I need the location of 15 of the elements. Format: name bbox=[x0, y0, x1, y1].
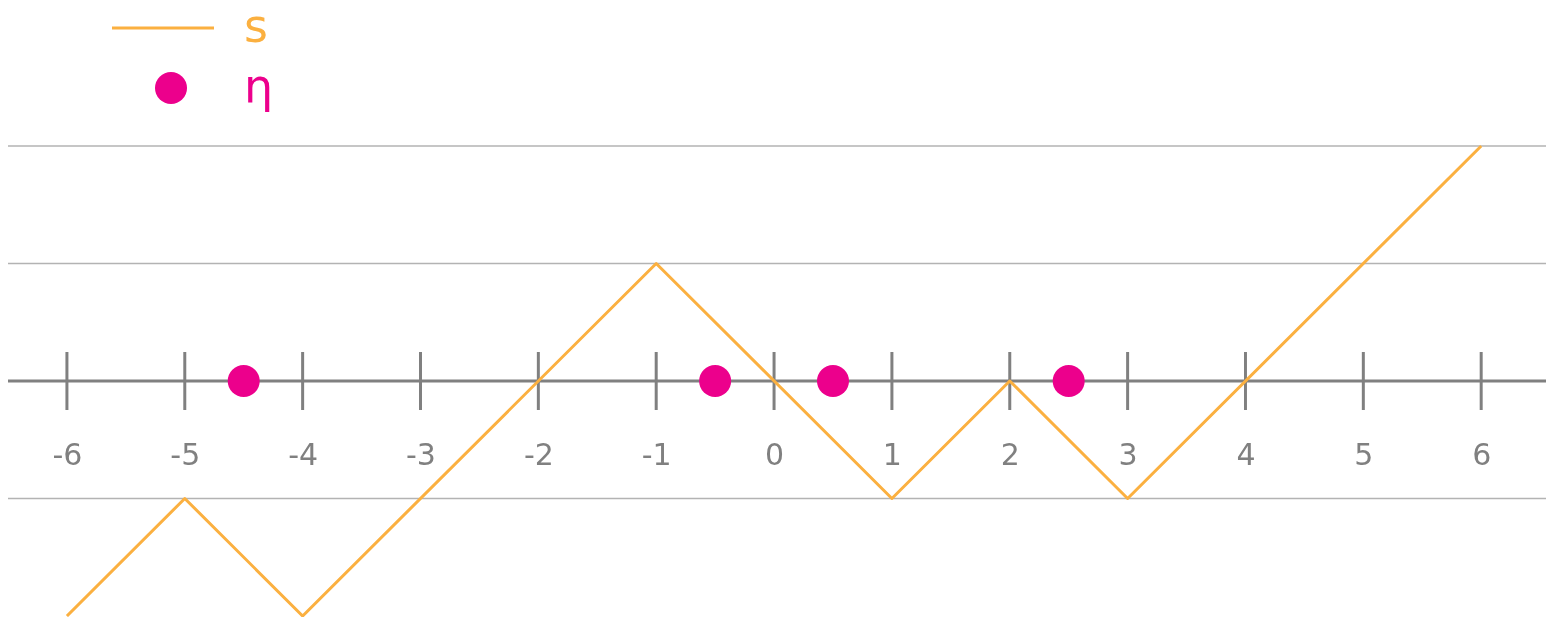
x-tick-label: 5 bbox=[1354, 437, 1374, 473]
x-tick-label: 4 bbox=[1236, 437, 1256, 473]
x-tick-label: -3 bbox=[406, 437, 436, 473]
legend-label: s bbox=[244, 0, 268, 53]
x-tick-label: 3 bbox=[1118, 437, 1138, 473]
x-tick-label: -2 bbox=[523, 437, 554, 473]
x-tick-label: -5 bbox=[170, 437, 201, 473]
x-tick-label: -6 bbox=[52, 437, 83, 473]
x-tick-label: 1 bbox=[882, 437, 902, 473]
x-tick-label: 2 bbox=[1000, 437, 1020, 473]
x-tick-label: 0 bbox=[765, 437, 785, 473]
legend-label: η bbox=[244, 59, 274, 113]
x-tick-label: -4 bbox=[288, 437, 319, 473]
x-tick-label: 6 bbox=[1472, 437, 1492, 473]
x-tick-label: -1 bbox=[641, 437, 672, 473]
